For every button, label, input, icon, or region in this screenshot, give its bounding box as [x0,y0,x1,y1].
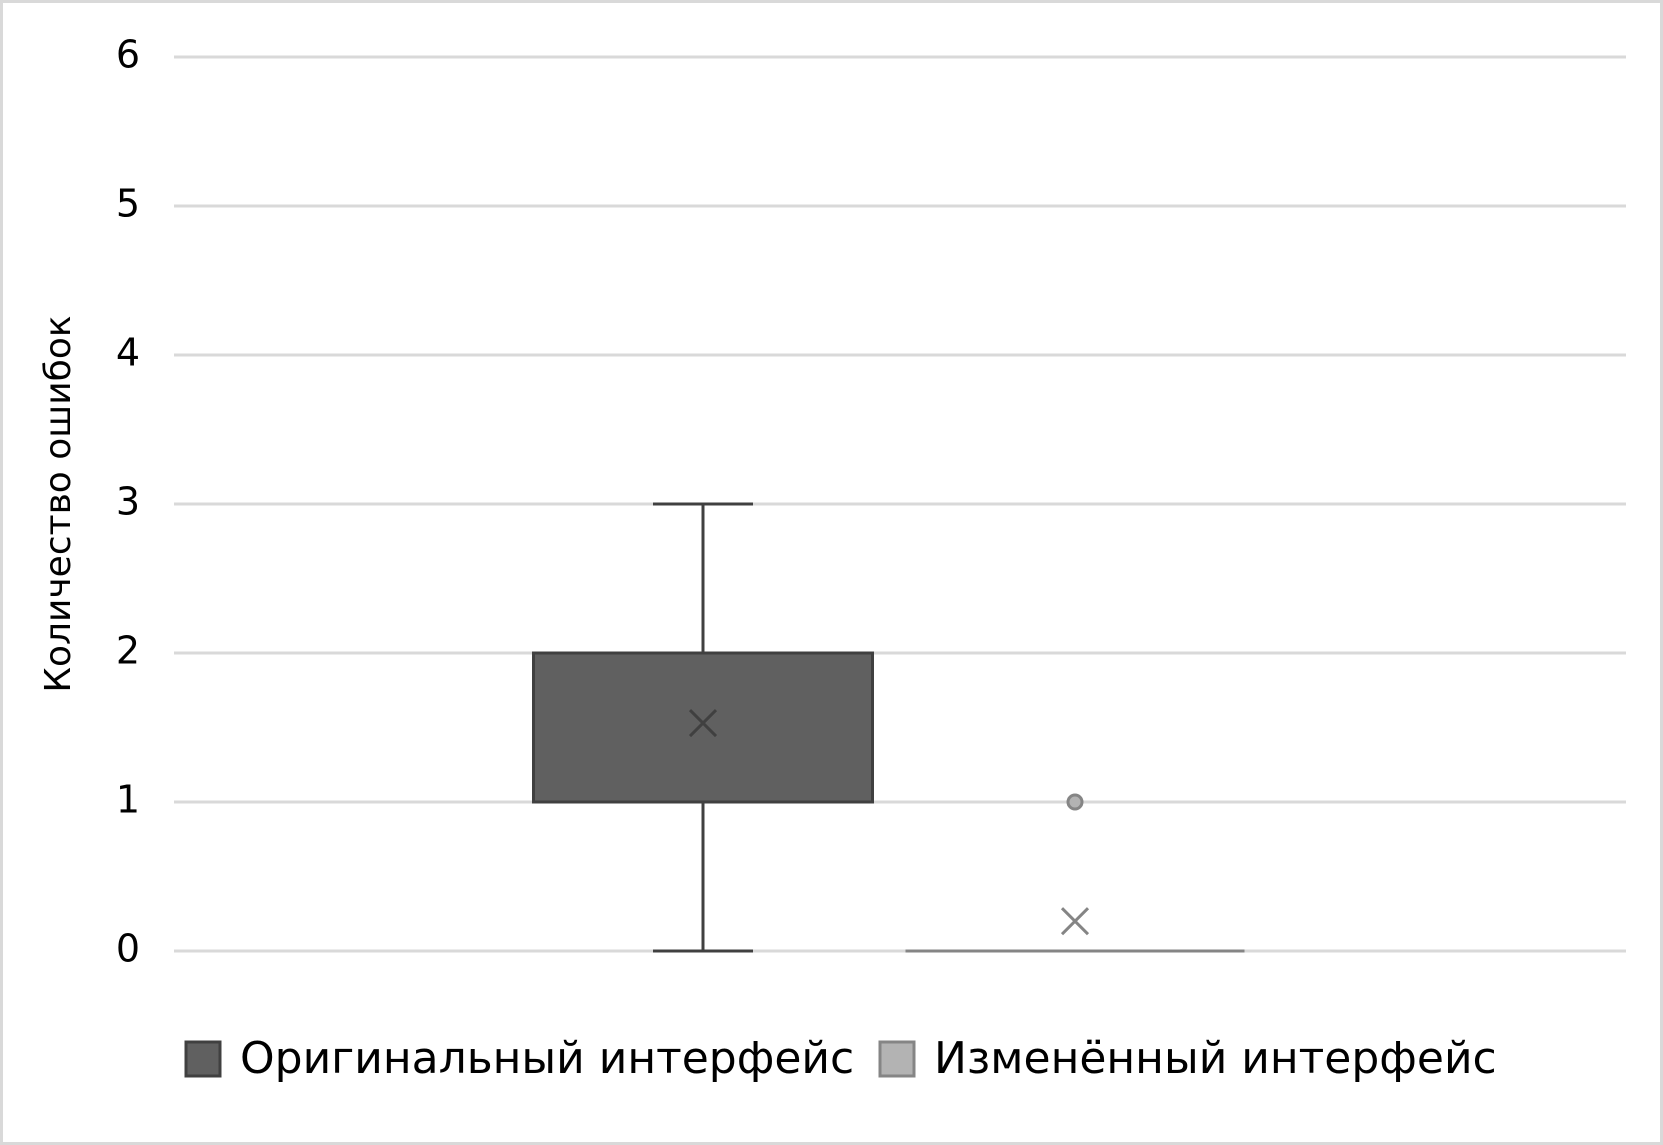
y-axis-title: Количество ошибок [38,315,79,692]
y-tick-label: 6 [116,33,140,77]
mean-marker [688,708,718,738]
y-tick-label: 4 [116,331,140,375]
y-tick-label: 2 [116,629,140,673]
y-tick-label: 5 [116,182,140,226]
legend-label: Изменённый интерфейс [934,1033,1497,1084]
y-tick-label: 0 [116,927,140,971]
legend-swatch [184,1040,222,1078]
box [532,651,874,804]
y-tick-label: 3 [116,480,140,524]
legend-label: Оригинальный интерфейс [240,1033,854,1084]
outlier [1066,793,1084,811]
legend-swatch [878,1040,916,1078]
y-tick-label: 1 [116,778,140,822]
mean-marker [1060,907,1090,936]
